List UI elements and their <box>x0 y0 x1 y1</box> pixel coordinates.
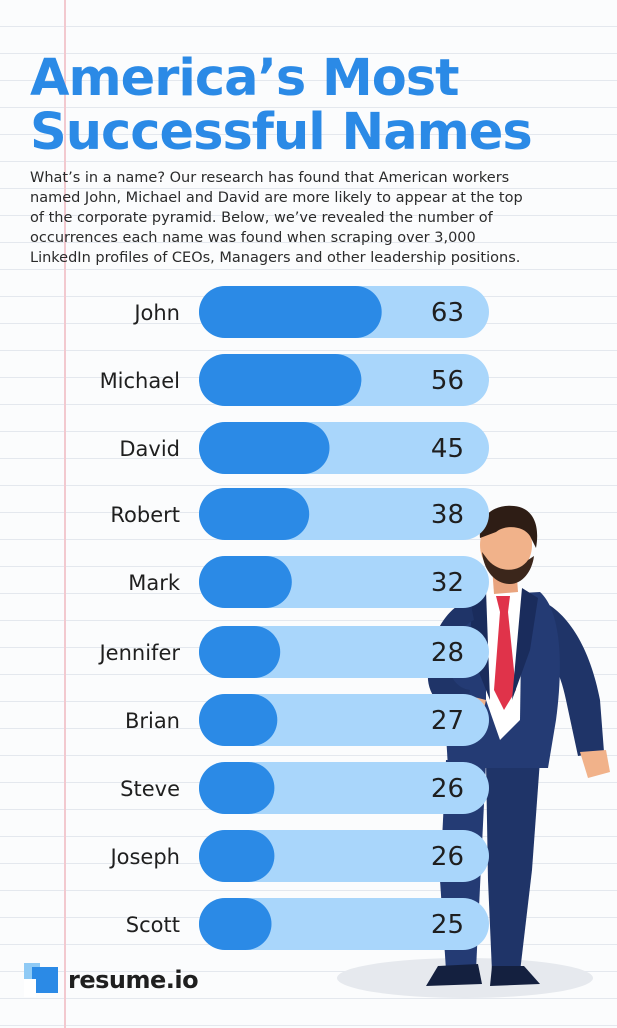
figure-hair <box>479 505 538 548</box>
title-line-2: Successful Names <box>30 103 533 162</box>
category-label: Robert <box>110 503 180 527</box>
bar-track <box>199 830 489 882</box>
value-label: 45 <box>431 434 464 464</box>
bar-track <box>199 762 489 814</box>
figure-right-leg <box>486 760 540 972</box>
category-label: Mark <box>128 571 181 595</box>
bar <box>199 898 272 950</box>
figure-tie <box>494 596 516 710</box>
value-label: 38 <box>431 500 464 530</box>
value-label: 25 <box>431 910 464 940</box>
intro-line: named John, Michael and David are more l… <box>30 190 523 206</box>
bar <box>199 422 330 474</box>
page-title: America’s Most Successful Names <box>30 52 610 160</box>
bar <box>199 626 281 678</box>
value-label: 63 <box>431 298 464 328</box>
category-label: David <box>119 437 180 461</box>
bar <box>199 488 310 540</box>
intro-line: LinkedIn profiles of CEOs, Managers and … <box>30 250 521 266</box>
category-label: Jennifer <box>97 641 180 665</box>
bar <box>199 830 275 882</box>
bar <box>199 286 382 338</box>
intro-line: of the corporate pyramid. Below, we’ve r… <box>30 210 493 226</box>
figure-left-shoe <box>426 964 482 986</box>
value-label: 56 <box>431 366 464 396</box>
category-label: John <box>132 301 180 325</box>
intro-line: What’s in a name? Our research has found… <box>30 170 510 186</box>
figure-right-lapel <box>512 588 538 700</box>
bar <box>199 762 275 814</box>
resume-io-logo: resume.io <box>24 963 199 997</box>
value-label: 27 <box>431 706 464 736</box>
category-label: Michael <box>100 369 180 393</box>
bar-track <box>199 898 489 950</box>
value-label: 28 <box>431 638 464 668</box>
bar <box>199 556 292 608</box>
bar <box>199 694 278 746</box>
brand-name: resume.io <box>68 966 199 994</box>
category-label: Scott <box>126 913 180 937</box>
value-label: 26 <box>431 842 464 872</box>
bar <box>199 354 362 406</box>
value-label: 26 <box>431 774 464 804</box>
intro-paragraph: What’s in a name? Our research has found… <box>30 168 605 268</box>
category-label: Brian <box>125 709 180 733</box>
title-line-1: America’s Most <box>30 49 460 108</box>
category-label: Joseph <box>108 845 180 869</box>
intro-line: occurrences each name was found when scr… <box>30 230 476 246</box>
figure-right-hand <box>580 750 610 778</box>
notebook-margin-line <box>64 0 66 1028</box>
logo-mark-icon <box>24 963 58 997</box>
figure-right-shoe <box>490 966 540 986</box>
figure-beard <box>482 552 534 584</box>
value-label: 32 <box>431 568 464 598</box>
category-label: Steve <box>120 777 180 801</box>
